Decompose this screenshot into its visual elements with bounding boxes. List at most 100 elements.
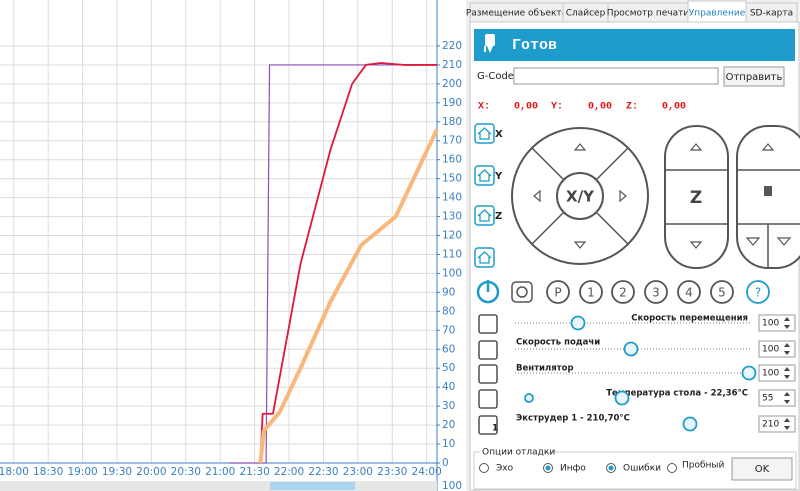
y-tick-label: 50 <box>442 362 455 374</box>
x-tick-label: 24:00 <box>412 466 442 478</box>
send-button[interactable] <box>723 66 785 87</box>
slider-thumb[interactable] <box>524 393 534 403</box>
z-label: Z <box>690 188 702 208</box>
button-label: 2 <box>619 286 627 300</box>
stop-icon <box>516 286 528 298</box>
x-tick-label: 19:30 <box>102 466 132 478</box>
y-tick-label: 210 <box>442 59 462 71</box>
axis-label: Y: <box>551 102 563 113</box>
x-tick-label: 21:30 <box>239 466 269 478</box>
e-arrows <box>745 143 792 246</box>
button-label: 1 <box>587 286 595 300</box>
series-line <box>229 64 437 464</box>
scroll-thumb[interactable] <box>270 482 355 490</box>
y-tick-label: 80 <box>442 305 455 317</box>
round-button[interactable] <box>746 280 770 304</box>
y-tick-label: 70 <box>442 324 455 336</box>
axis-label: X: <box>478 102 490 113</box>
x-tick-label: 23:30 <box>377 466 407 478</box>
status: Готов <box>512 37 557 54</box>
y-tick-label: 100 <box>442 267 462 279</box>
debug-group <box>473 451 797 490</box>
home-icon <box>477 169 492 182</box>
slider-thumb[interactable] <box>614 390 630 406</box>
z-arrows <box>689 143 703 249</box>
slider-label: Скорость подачи <box>516 338 600 348</box>
slider-thumb[interactable] <box>570 315 586 331</box>
spin-value: 100 <box>762 369 779 379</box>
x-tick-label: 20:00 <box>136 466 166 478</box>
extruder-pad[interactable] <box>736 125 800 269</box>
spin-value: 100 <box>762 319 779 329</box>
tab-label: SD-карта <box>750 9 793 19</box>
spin-arrows <box>784 392 790 404</box>
tab-label: Управление <box>689 9 746 19</box>
slider-icon <box>478 415 498 435</box>
slider-icon <box>478 364 498 384</box>
home-icon <box>477 209 492 222</box>
home-icon <box>477 251 492 264</box>
round-button[interactable] <box>579 280 603 304</box>
y-tick-label: 170 <box>442 135 462 147</box>
series-line <box>259 62 437 464</box>
scroll-label: 100 <box>442 480 462 491</box>
radio[interactable] <box>667 463 677 473</box>
ok-button[interactable] <box>731 457 793 481</box>
xy-center[interactable] <box>556 172 604 220</box>
y-tick-label: 190 <box>442 97 462 109</box>
slider-label: Скорость перемещения <box>631 314 748 324</box>
x-tick-label: 22:30 <box>308 466 338 478</box>
axis-value: 0,00 <box>514 102 538 113</box>
radio[interactable] <box>479 463 489 473</box>
y-tick-label: 180 <box>442 116 462 128</box>
slider-thumb[interactable] <box>741 365 757 381</box>
round-button[interactable] <box>546 280 570 304</box>
option-label: Эхо <box>496 464 514 474</box>
y-tick-label: 200 <box>442 78 462 90</box>
round-button[interactable] <box>710 280 734 304</box>
spin-value: 55 <box>762 394 773 404</box>
tab-label: Размещение объекта <box>466 9 567 19</box>
buttons: P 1 2 3 4 5? <box>546 280 770 304</box>
scrollbar <box>0 481 437 491</box>
option-label: Пробный <box>682 461 725 471</box>
option-label: Ошибки <box>623 464 661 474</box>
printer-icon <box>484 34 495 53</box>
z-pad[interactable] <box>664 125 729 269</box>
slider-thumb[interactable] <box>682 416 698 432</box>
x-tick-label: 19:00 <box>67 466 97 478</box>
gcode-input[interactable] <box>513 67 719 85</box>
debug-title: Опции отладки <box>482 448 555 458</box>
status-bar <box>474 29 795 61</box>
x-tick-label: 18:30 <box>33 466 63 478</box>
axis-value: 0,00 <box>662 102 686 113</box>
y-tick-label: 0 <box>442 457 449 469</box>
sliders: Скорость перемещения 100 Скорость подачи 10… <box>478 314 796 435</box>
x-tick-label: 22:00 <box>274 466 304 478</box>
spin-arrows <box>784 343 790 355</box>
slider-icon <box>478 389 498 409</box>
spin-arrows <box>784 367 790 379</box>
button-label: ? <box>755 286 761 300</box>
y-tick-label: 10 <box>442 438 455 450</box>
y-tick-label: 110 <box>442 248 462 260</box>
stop-button[interactable] <box>511 281 533 303</box>
slider-thumb[interactable] <box>623 341 639 357</box>
y-tick-label: 120 <box>442 230 462 242</box>
round-button[interactable] <box>611 280 635 304</box>
chart: 0 10 20 30 40 50 60 70 80 90 100 110 120 130 140 150 160… <box>0 0 462 491</box>
x-tick-label: 23:00 <box>343 466 373 478</box>
slider-label: Экструдер 1 - 210,70°C <box>516 414 630 424</box>
round-button[interactable] <box>677 280 701 304</box>
series-line <box>258 128 439 464</box>
home-label: Y <box>494 171 503 182</box>
round-button[interactable] <box>644 280 668 304</box>
spin-arrows <box>784 317 790 329</box>
option-label: Инфо <box>560 464 586 474</box>
extruder-icon <box>764 186 772 196</box>
x-tick-label: 20:30 <box>171 466 201 478</box>
gcode-label: G-Code: <box>477 71 517 82</box>
home-label: Z <box>495 211 502 222</box>
